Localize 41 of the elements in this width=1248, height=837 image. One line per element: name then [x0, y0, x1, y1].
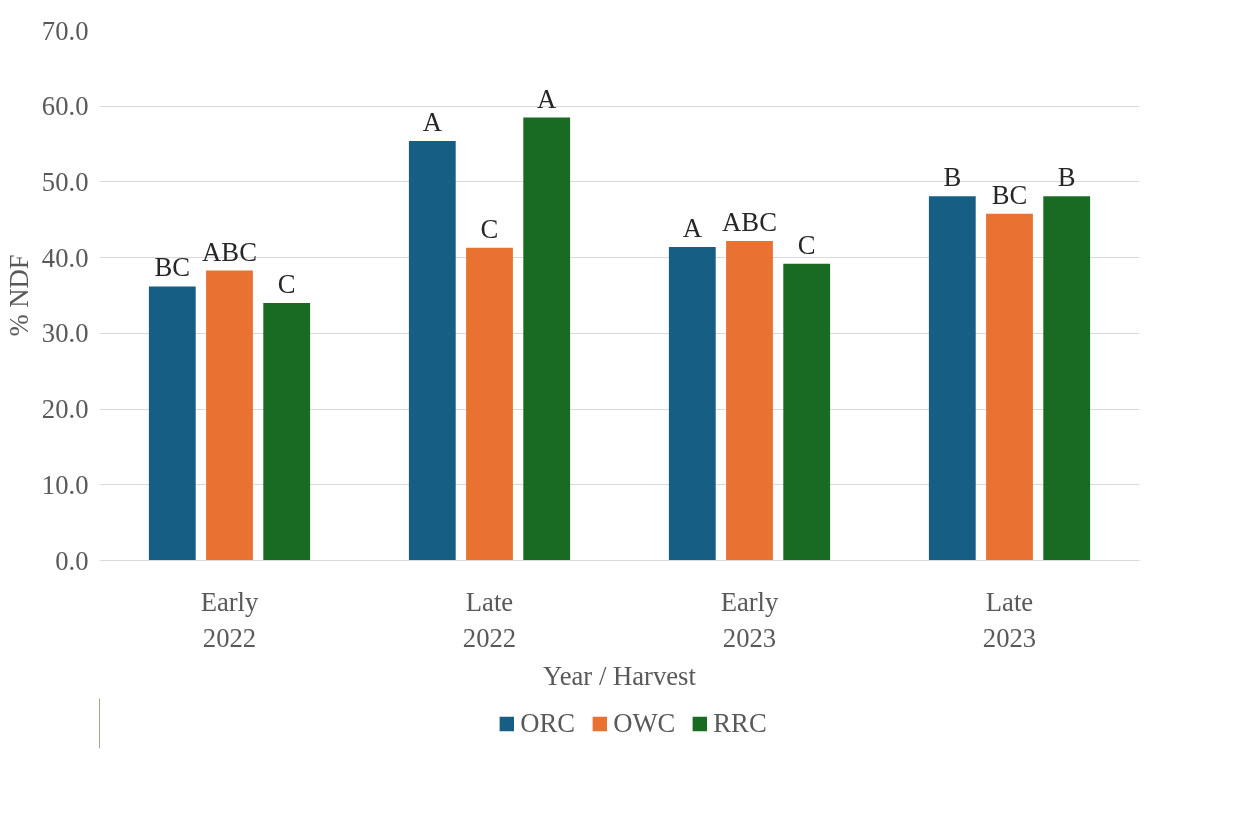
- bar: [408, 141, 456, 561]
- bar: [148, 286, 196, 561]
- data-label: B: [943, 162, 962, 193]
- y-tick-label: 50.0: [41, 166, 89, 197]
- bar: [466, 247, 513, 561]
- legend-label: RRC: [713, 707, 767, 739]
- data-label: A: [537, 83, 558, 114]
- y-axis-title: % NDF: [3, 254, 34, 337]
- legend-label: ORC: [520, 707, 576, 739]
- bar: [1043, 196, 1091, 561]
- bar: [668, 247, 716, 561]
- y-tick-label: 0.0: [55, 545, 89, 576]
- bar: [783, 263, 831, 561]
- data-label: C: [480, 213, 499, 244]
- x-tick-label: Late 2023: [982, 586, 1037, 653]
- data-label: B: [1057, 162, 1076, 193]
- data-label: BC: [991, 179, 1028, 210]
- y-tick-label: 20.0: [41, 394, 89, 425]
- legend-label: OWC: [613, 707, 676, 739]
- y-tick-label: 70.0: [41, 15, 89, 46]
- data-label: BC: [154, 252, 191, 283]
- y-tick-label: 40.0: [41, 242, 89, 273]
- bar: [523, 117, 571, 561]
- y-tick-label: 30.0: [41, 318, 89, 349]
- data-label: A: [682, 213, 703, 244]
- x-tick-label: Early 2022: [200, 586, 260, 653]
- x-axis-title: Year / Harvest: [543, 660, 697, 691]
- y-tick-label: 10.0: [41, 469, 89, 500]
- data-label: C: [797, 229, 816, 260]
- bar: [726, 240, 773, 561]
- bar: [206, 270, 253, 561]
- x-tick-label: Early 2023: [720, 586, 780, 653]
- data-label: C: [277, 269, 296, 300]
- bar: [928, 196, 976, 561]
- data-label: A: [422, 107, 443, 138]
- data-label: ABC: [722, 206, 777, 237]
- y-tick-label: 60.0: [41, 91, 89, 122]
- bar: [263, 303, 311, 561]
- x-tick-label: Late 2022: [462, 586, 517, 653]
- data-label: ABC: [202, 236, 257, 267]
- bar: [986, 213, 1033, 561]
